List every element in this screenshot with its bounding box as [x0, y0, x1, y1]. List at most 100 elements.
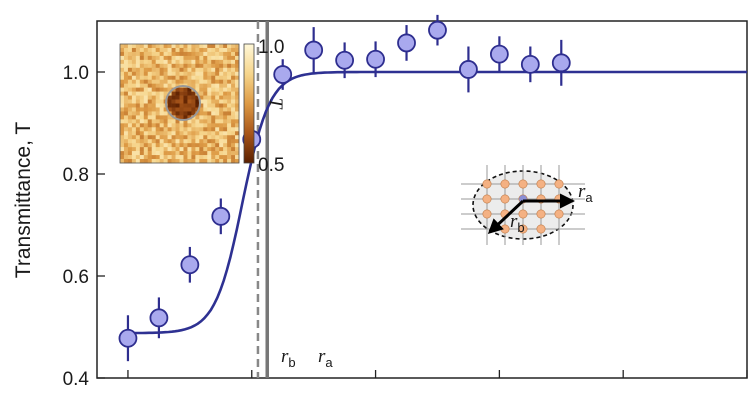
heatmap-cell: [171, 91, 176, 96]
heatmap-cell: [127, 119, 133, 124]
heatmap-cell: [187, 87, 192, 92]
heatmap-cell: [235, 155, 240, 160]
heatmap-cell: [183, 79, 188, 84]
heatmap-cell: [159, 119, 164, 124]
heatmap-cell: [151, 135, 156, 140]
heatmap-cell: [143, 139, 149, 144]
heatmap-cell: [175, 95, 180, 100]
heatmap-cell: [175, 79, 180, 84]
heatmap-cell: [167, 123, 172, 128]
heatmap-cell: [199, 135, 204, 140]
heatmap-cell: [167, 79, 172, 84]
heatmap-cell: [139, 127, 145, 132]
heatmap-cell: [123, 103, 129, 108]
heatmap-cell: [159, 155, 164, 160]
heatmap-cell: [151, 47, 156, 53]
heatmap-cell: [159, 123, 164, 128]
heatmap-cell: [219, 123, 224, 128]
inset-heatmap: [119, 43, 240, 164]
heatmap-cell: [199, 111, 204, 116]
heatmap-cell: [231, 127, 236, 132]
heatmap-cell: [131, 139, 137, 144]
ra-label: ra: [318, 346, 333, 370]
heatmap-cell: [215, 159, 220, 164]
heatmap-cell: [199, 119, 204, 124]
heatmap-cell: [187, 115, 192, 120]
heatmap-cell: [199, 95, 204, 100]
heatmap-cell: [163, 139, 168, 144]
heatmap-cell: [155, 127, 160, 132]
rb-label-main: r: [281, 346, 289, 367]
heatmap-cell: [227, 107, 232, 112]
heatmap-cell: [191, 79, 196, 84]
heatmap-cell: [171, 131, 176, 136]
heatmap-cell: [195, 87, 200, 92]
heatmap-cell: [123, 71, 129, 77]
heatmap-cell: [151, 51, 156, 57]
heatmap-cell: [179, 95, 184, 100]
heatmap-cell: [155, 119, 160, 124]
heatmap-cell: [135, 51, 141, 57]
heatmap-cell: [179, 115, 184, 120]
heatmap-cell: [147, 151, 153, 156]
heatmap-cell: [227, 131, 232, 136]
heatmap-cell: [235, 159, 240, 164]
heatmap-cell: [131, 44, 137, 49]
heatmap-cell: [143, 59, 149, 65]
heatmap-cell: [139, 83, 145, 88]
heatmap-cell: [143, 67, 149, 73]
colorbar-tick-bottom: 0.5: [258, 155, 284, 176]
heatmap-cell: [223, 55, 228, 61]
heatmap-cell: [143, 83, 149, 88]
heatmap-cell: [235, 79, 240, 84]
rb-label: rb: [281, 346, 296, 370]
heatmap-cell: [135, 131, 141, 136]
heatmap-cell: [135, 44, 141, 49]
heatmap-cell: [159, 139, 164, 144]
heatmap-cell: [163, 135, 168, 140]
heatmap-cell: [211, 131, 216, 136]
heatmap-cell: [151, 91, 156, 96]
heatmap-cell: [215, 55, 220, 61]
heatmap-cell: [163, 151, 168, 156]
heatmap-cell: [143, 159, 149, 164]
heatmap-cell: [171, 47, 176, 53]
heatmap-cell: [219, 159, 224, 164]
heatmap-cell: [163, 131, 168, 136]
heatmap-cell: [167, 67, 172, 73]
heatmap-cell: [151, 99, 156, 104]
data-point: [459, 60, 478, 79]
heatmap-cell: [171, 103, 176, 108]
heatmap-cell: [159, 87, 164, 92]
heatmap-cell: [203, 55, 208, 61]
data-point: [149, 308, 169, 328]
heatmap-cell: [215, 59, 220, 65]
heatmap-cell: [127, 51, 133, 57]
heatmap-cell: [211, 67, 216, 73]
heatmap-cell: [127, 143, 133, 148]
heatmap-cell: [223, 115, 228, 120]
heatmap-cell: [159, 127, 164, 132]
heatmap-cell: [227, 67, 232, 73]
heatmap-cell: [215, 75, 220, 80]
heatmap-cell: [211, 139, 216, 144]
heatmap-cell: [123, 135, 129, 140]
heatmap-cell: [143, 115, 149, 120]
heatmap-cell: [203, 159, 208, 164]
heatmap-cell: [155, 59, 160, 65]
heatmap-cell: [227, 79, 232, 84]
heatmap-cell: [143, 147, 149, 152]
heatmap-cell: [215, 95, 220, 100]
schematic-ra-main: r: [578, 181, 586, 202]
heatmap-cell: [207, 135, 212, 140]
heatmap-cell: [135, 115, 141, 120]
heatmap-cell: [120, 79, 125, 84]
heatmap-cell: [131, 159, 137, 164]
heatmap-cell: [199, 123, 204, 128]
heatmap-cell: [211, 91, 216, 96]
heatmap-cell: [211, 103, 216, 108]
heatmap-cell: [163, 107, 168, 112]
heatmap-cell: [159, 143, 164, 148]
heatmap-cell: [215, 131, 220, 136]
heatmap-cell: [219, 115, 224, 120]
